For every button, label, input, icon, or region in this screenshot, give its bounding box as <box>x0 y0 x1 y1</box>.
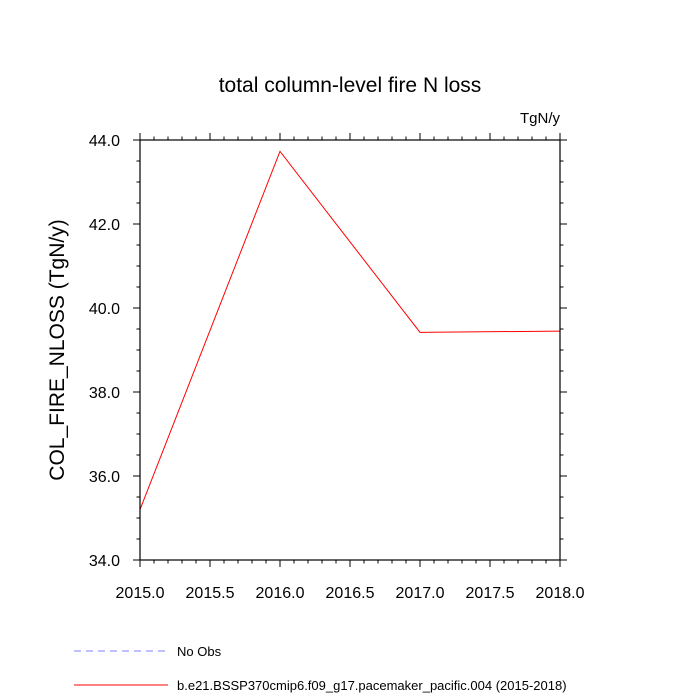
chart-title: total column-level fire N loss <box>219 74 482 97</box>
axis-ticks <box>133 133 567 567</box>
tick-labels: 2015.0 2015.5 2016.0 2016.5 2017.0 2017.5 2018… <box>89 133 585 602</box>
legend: No Obs b.e21.BSSP370cmip6.f09_g17.pacemak… <box>74 644 567 693</box>
y-axis-label: COL_FIRE_NLOSS (TgN/y) <box>46 219 69 480</box>
y-tick-label: 36.0 <box>89 469 120 486</box>
x-tick-label: 2017.5 <box>466 585 515 602</box>
x-tick-label: 2015.0 <box>116 585 165 602</box>
plot-series <box>139 150 561 510</box>
x-tick-label: 2016.5 <box>326 585 375 602</box>
y-tick-label: 34.0 <box>89 553 120 570</box>
x-tick-label: 2018.0 <box>536 585 585 602</box>
y-tick-label: 38.0 <box>89 385 120 402</box>
x-tick-label: 2016.0 <box>256 585 305 602</box>
plot-frame <box>139 139 561 561</box>
units-label: TgN/y <box>520 110 561 127</box>
y-tick-label: 40.0 <box>89 301 120 318</box>
series-line <box>139 150 561 510</box>
x-tick-label: 2015.5 <box>186 585 235 602</box>
legend-label: b.e21.BSSP370cmip6.f09_g17.pacemaker_pac… <box>177 678 567 693</box>
y-tick-label: 42.0 <box>89 217 120 234</box>
legend-label: No Obs <box>177 644 222 659</box>
x-tick-label: 2017.0 <box>396 585 445 602</box>
y-tick-label: 44.0 <box>89 133 120 150</box>
